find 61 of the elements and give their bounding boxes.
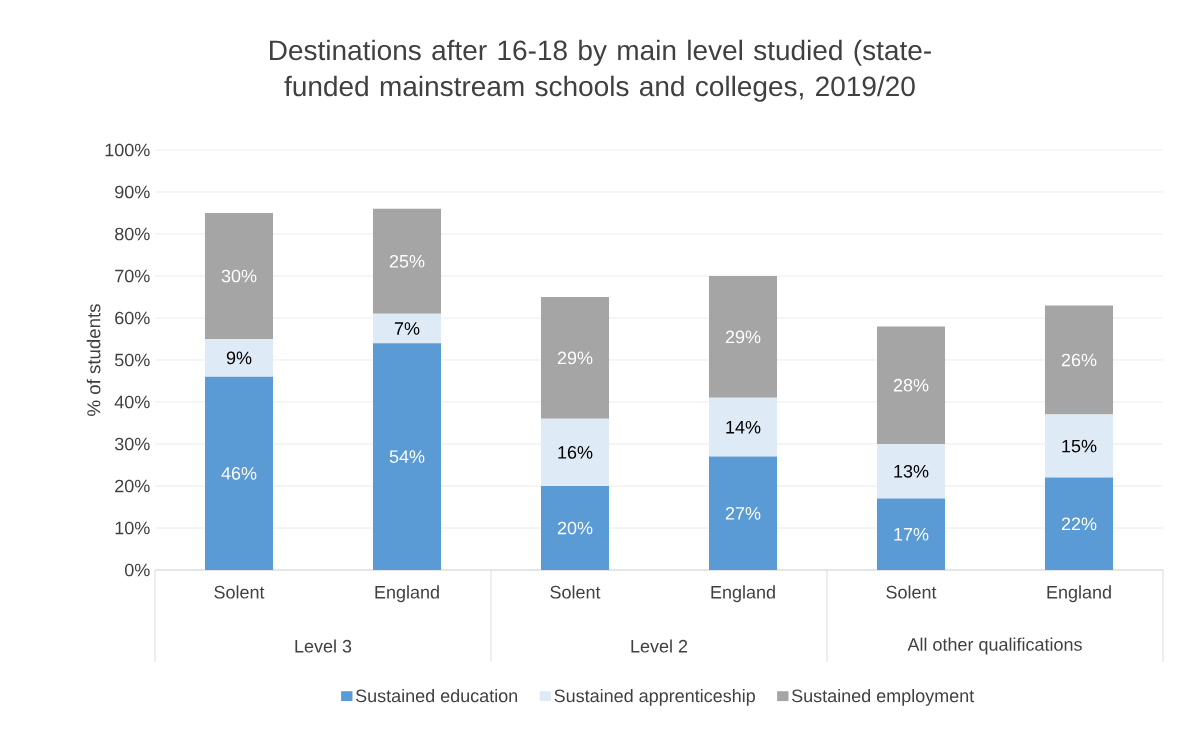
- bar: [540, 297, 610, 419]
- y-tick-label: 100%: [105, 143, 150, 157]
- data-label: 9%: [226, 351, 252, 365]
- data-label: 54%: [389, 450, 425, 463]
- data-label: 26%: [1061, 353, 1097, 367]
- text: All other qualifications: [907, 637, 1082, 655]
- bar: [1044, 477, 1114, 570]
- legend-label: Sustained education: [355, 689, 518, 703]
- y-tick-label: 50%: [114, 353, 150, 367]
- bar: [708, 397, 778, 457]
- text: Level 2: [631, 639, 688, 653]
- bar: [372, 343, 442, 570]
- y-tick-label: 20%: [115, 479, 150, 493]
- data-label: 29%: [725, 330, 761, 344]
- chart-title: Destinations after 16-18 by main level studied (state-funded mainstream schools and colleges, 2019/20: [270, 39, 931, 102]
- x-tick-label: Solent: [214, 585, 265, 599]
- bar: [876, 326, 946, 444]
- bar: [540, 486, 610, 570]
- data-label: 7%: [394, 322, 420, 335]
- legend-label: Sustained apprenticeship: [554, 689, 755, 706]
- y-tick-label: 0%: [124, 563, 150, 577]
- bar: [372, 313, 442, 344]
- data-label: 29%: [557, 351, 593, 365]
- data-label: 28%: [893, 378, 929, 392]
- y-tick-label: 10%: [115, 521, 150, 535]
- x-tick-label: England: [1047, 585, 1111, 603]
- data-label: 46%: [221, 467, 257, 480]
- data-label: 22%: [1061, 517, 1097, 531]
- y-tick-label: 70%: [115, 269, 150, 283]
- x-tick-label: Solent: [550, 585, 601, 599]
- data-label: 17%: [894, 528, 929, 541]
- data-label: 16%: [558, 446, 593, 459]
- data-label: 13%: [894, 464, 929, 478]
- text: Level 3: [295, 639, 352, 653]
- bar: [1044, 414, 1114, 478]
- y-tick-label: 30%: [114, 437, 150, 451]
- x-tick-label: Solent: [886, 585, 937, 599]
- data-label: 20%: [557, 521, 593, 535]
- bar: [708, 276, 778, 398]
- x-tick-label: England: [711, 585, 775, 603]
- bar: [540, 418, 610, 486]
- y-tick-label: 90%: [115, 185, 150, 199]
- bar: [1044, 305, 1114, 415]
- legend-label: Sustained employment: [791, 689, 975, 706]
- bar: [204, 339, 274, 377]
- y-tick-label: 80%: [115, 227, 150, 241]
- data-label: 27%: [725, 506, 761, 520]
- bar: [204, 213, 274, 339]
- bar: [876, 498, 946, 570]
- data-label: 14%: [726, 420, 761, 434]
- y-tick-label: 60%: [115, 311, 150, 325]
- x-tick-label: England: [375, 585, 439, 603]
- bar: [372, 208, 442, 314]
- bar: [876, 444, 946, 499]
- data-label: 25%: [389, 254, 425, 268]
- data-label: 15%: [1062, 439, 1097, 453]
- y-tick-label: 40%: [114, 395, 150, 409]
- y-axis-title: % of students: [86, 304, 101, 416]
- bar: [708, 456, 778, 570]
- bar: [204, 376, 274, 570]
- data-label: 30%: [221, 269, 257, 283]
